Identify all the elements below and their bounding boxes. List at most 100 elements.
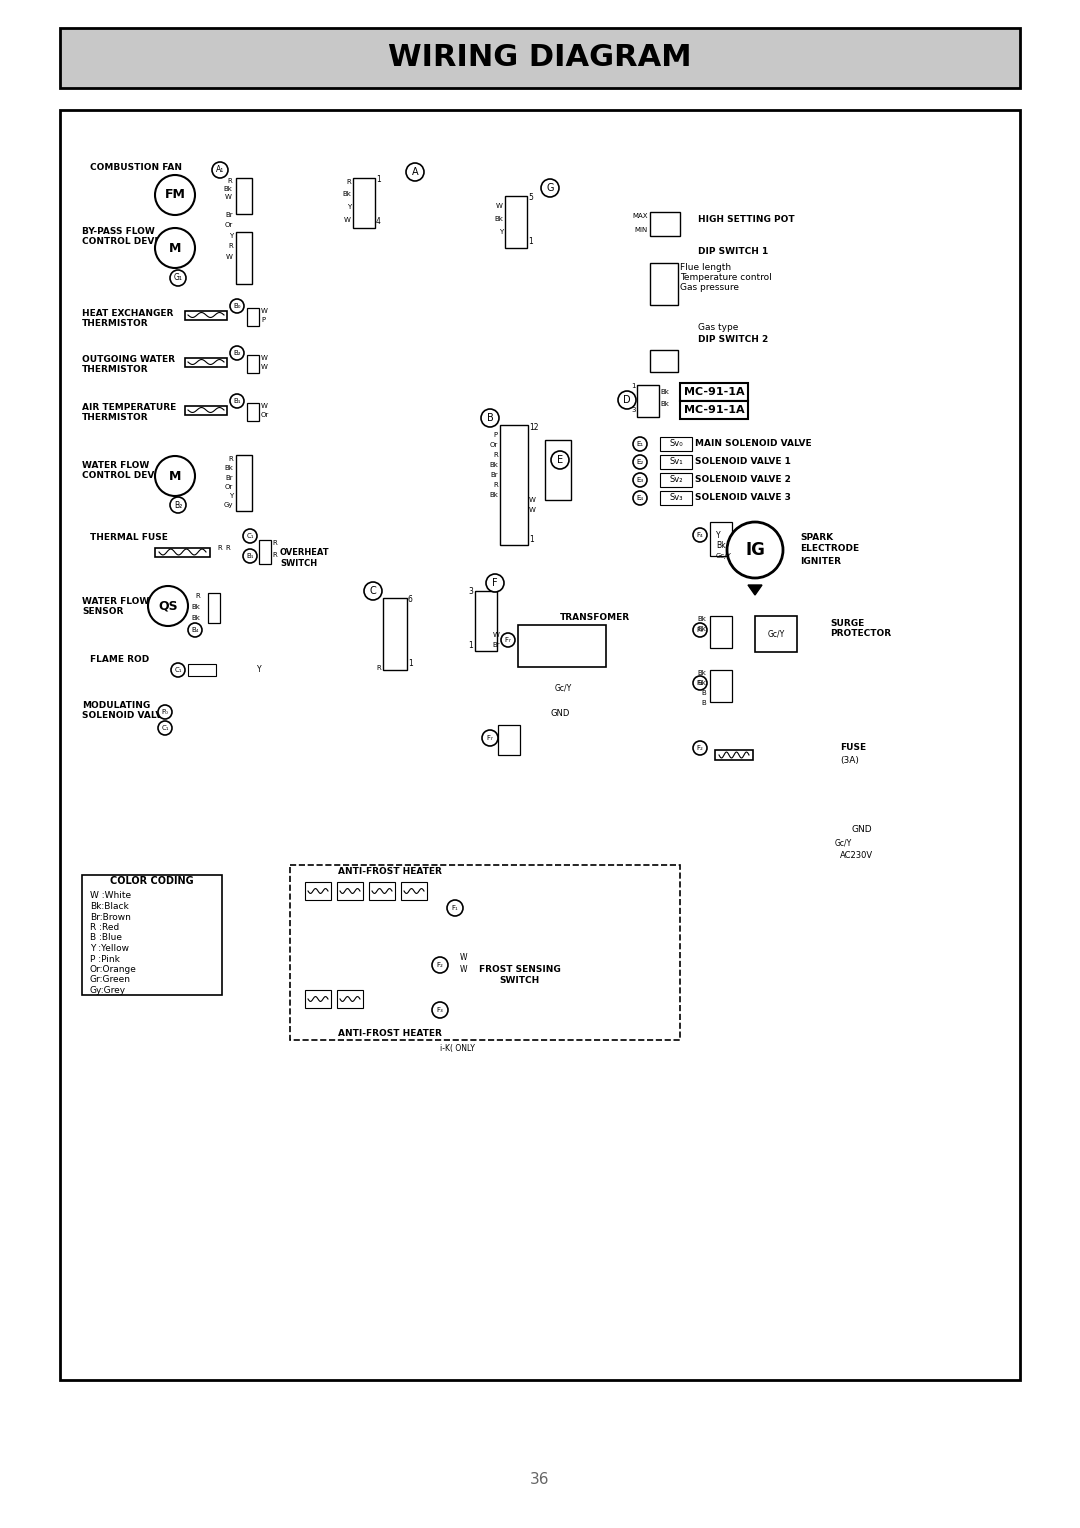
Text: P₀: P₀ bbox=[162, 709, 168, 715]
Text: R: R bbox=[347, 179, 351, 185]
Text: F₃: F₃ bbox=[436, 1007, 444, 1013]
Text: 36: 36 bbox=[530, 1473, 550, 1487]
Bar bbox=[650, 350, 678, 371]
Text: R: R bbox=[272, 552, 276, 558]
Circle shape bbox=[156, 176, 195, 215]
Text: Sv₂: Sv₂ bbox=[670, 475, 683, 484]
Text: W: W bbox=[261, 354, 268, 361]
Text: B :Blue: B :Blue bbox=[90, 934, 122, 943]
Text: R: R bbox=[218, 545, 222, 552]
Circle shape bbox=[230, 299, 244, 313]
Text: F₂: F₂ bbox=[697, 746, 703, 750]
Text: WATER FLOW: WATER FLOW bbox=[82, 597, 149, 607]
Text: Br: Br bbox=[226, 475, 233, 481]
Text: W: W bbox=[494, 633, 500, 639]
Bar bbox=[715, 750, 753, 759]
Bar bbox=[208, 593, 220, 623]
Text: A₁: A₁ bbox=[216, 165, 225, 174]
Text: F₂: F₂ bbox=[436, 963, 444, 969]
Circle shape bbox=[432, 1002, 448, 1018]
Text: AIR TEMPERATURE: AIR TEMPERATURE bbox=[82, 403, 176, 413]
Text: W: W bbox=[261, 364, 268, 370]
Text: C₁: C₁ bbox=[174, 668, 181, 672]
Bar bbox=[185, 358, 227, 367]
Text: 3: 3 bbox=[632, 406, 636, 413]
Text: HIGH SETTING POT: HIGH SETTING POT bbox=[698, 215, 795, 225]
Text: MC-91-1A: MC-91-1A bbox=[684, 387, 744, 397]
Bar bbox=[305, 882, 330, 900]
Bar bbox=[637, 385, 659, 417]
Text: MAIN SOLENOID VALVE: MAIN SOLENOID VALVE bbox=[696, 440, 812, 449]
Text: THERMISTOR: THERMISTOR bbox=[82, 365, 149, 374]
Text: Gc/Y: Gc/Y bbox=[768, 630, 785, 639]
Text: F₇: F₇ bbox=[487, 735, 494, 741]
Text: PROTECTOR: PROTECTOR bbox=[831, 628, 891, 637]
Bar bbox=[660, 455, 692, 469]
Text: FM: FM bbox=[164, 188, 186, 202]
Text: R: R bbox=[195, 593, 200, 599]
Text: Gy:Grey: Gy:Grey bbox=[90, 986, 126, 995]
Circle shape bbox=[551, 451, 569, 469]
Text: MC-91-1A: MC-91-1A bbox=[684, 405, 744, 416]
Text: G: G bbox=[546, 183, 554, 193]
Circle shape bbox=[482, 730, 498, 746]
Text: Bk: Bk bbox=[225, 466, 233, 471]
Text: Br: Br bbox=[226, 212, 233, 219]
Text: P :Pink: P :Pink bbox=[90, 955, 120, 964]
Bar bbox=[353, 177, 375, 228]
Text: Y: Y bbox=[499, 229, 503, 235]
Text: Bk: Bk bbox=[660, 400, 669, 406]
Bar bbox=[185, 405, 227, 414]
Text: i-K( ONLY: i-K( ONLY bbox=[440, 1044, 475, 1053]
Text: E₁: E₁ bbox=[636, 442, 644, 448]
Text: Bk: Bk bbox=[697, 616, 706, 622]
Text: F₃: F₃ bbox=[697, 626, 703, 633]
Circle shape bbox=[212, 162, 228, 177]
Circle shape bbox=[230, 345, 244, 361]
Text: Flue length: Flue length bbox=[680, 263, 731, 272]
Text: THERMISTOR: THERMISTOR bbox=[82, 414, 149, 423]
Bar bbox=[710, 616, 732, 648]
Bar bbox=[518, 625, 606, 668]
Text: B₂: B₂ bbox=[174, 501, 183, 509]
Text: MIN: MIN bbox=[635, 228, 648, 232]
Text: C: C bbox=[369, 587, 376, 596]
Bar bbox=[498, 724, 519, 755]
Text: W :White: W :White bbox=[90, 891, 131, 900]
Text: 1: 1 bbox=[632, 384, 636, 390]
Circle shape bbox=[171, 663, 185, 677]
Text: AC230V: AC230V bbox=[840, 851, 873, 859]
Text: R: R bbox=[376, 665, 381, 671]
Text: R :Red: R :Red bbox=[90, 923, 119, 932]
Text: 5: 5 bbox=[528, 193, 532, 202]
Text: Or: Or bbox=[225, 484, 233, 490]
Bar bbox=[188, 665, 216, 675]
Text: Bk: Bk bbox=[191, 614, 200, 620]
Text: P: P bbox=[261, 316, 265, 322]
Text: Gc/Y: Gc/Y bbox=[835, 839, 852, 848]
Text: OVERHEAT
SWITCH: OVERHEAT SWITCH bbox=[280, 549, 329, 568]
Bar bbox=[660, 437, 692, 451]
Circle shape bbox=[243, 529, 257, 542]
Text: DIP SWITCH 1: DIP SWITCH 1 bbox=[698, 248, 768, 257]
Text: R: R bbox=[226, 545, 230, 552]
Bar bbox=[305, 990, 330, 1008]
Text: Or: Or bbox=[261, 413, 269, 419]
Bar bbox=[337, 882, 363, 900]
Bar bbox=[82, 876, 222, 995]
Circle shape bbox=[693, 529, 707, 542]
Text: Y: Y bbox=[229, 494, 233, 500]
Text: W: W bbox=[496, 203, 503, 209]
Text: Sv₃: Sv₃ bbox=[670, 494, 683, 503]
Bar bbox=[247, 309, 259, 325]
Text: Temperature control: Temperature control bbox=[680, 272, 772, 281]
Text: B: B bbox=[487, 413, 494, 423]
Bar bbox=[369, 882, 395, 900]
Bar bbox=[237, 232, 252, 284]
Text: Y: Y bbox=[229, 232, 233, 238]
Circle shape bbox=[618, 391, 636, 410]
Text: Gr:Green: Gr:Green bbox=[90, 975, 131, 984]
Circle shape bbox=[486, 575, 504, 591]
Circle shape bbox=[432, 957, 448, 973]
Text: Bk: Bk bbox=[191, 604, 200, 610]
